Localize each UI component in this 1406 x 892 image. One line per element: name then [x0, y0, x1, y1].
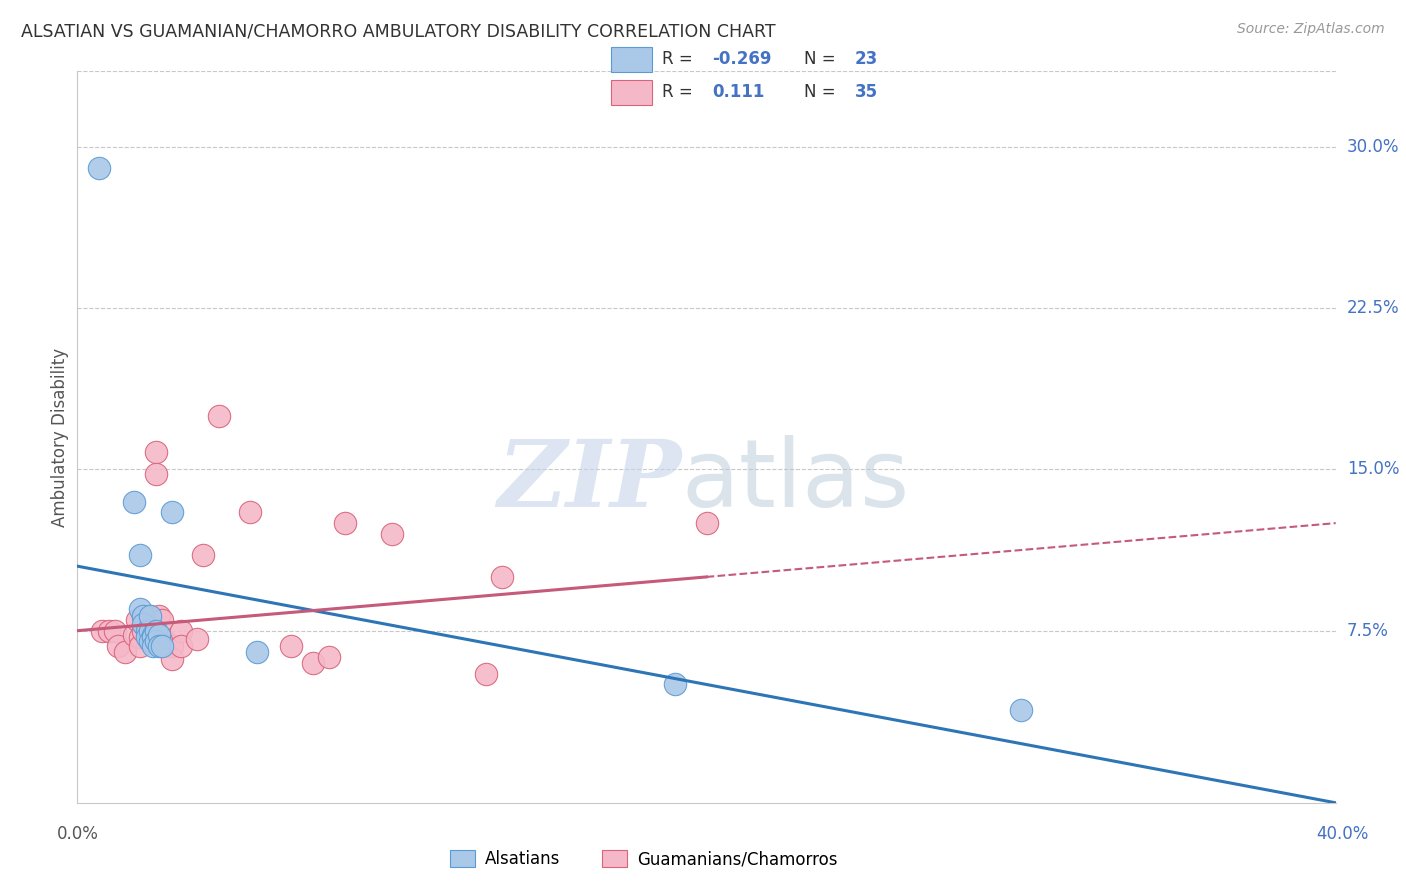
Text: R =: R = — [662, 83, 697, 101]
Text: 23: 23 — [855, 50, 877, 68]
Text: 7.5%: 7.5% — [1347, 622, 1389, 640]
Point — [132, 608, 155, 623]
Point — [318, 649, 340, 664]
Point — [664, 677, 686, 691]
Text: N =: N = — [804, 83, 841, 101]
Point — [148, 639, 170, 653]
Point — [91, 624, 114, 638]
Point — [239, 505, 262, 519]
Text: -0.269: -0.269 — [713, 50, 772, 68]
Text: 35: 35 — [855, 83, 877, 101]
Point — [132, 617, 155, 632]
Point — [142, 628, 165, 642]
Point — [135, 613, 157, 627]
Point — [280, 639, 302, 653]
Point — [104, 624, 127, 638]
Point — [129, 639, 152, 653]
Text: 0.111: 0.111 — [713, 83, 765, 101]
Point — [129, 602, 152, 616]
Point — [89, 161, 111, 176]
Point — [160, 639, 183, 653]
Point — [107, 639, 129, 653]
Point — [142, 639, 165, 653]
Point — [191, 549, 215, 563]
Point — [150, 613, 173, 627]
Point — [475, 666, 498, 681]
Point — [333, 516, 356, 530]
Point — [145, 634, 167, 648]
Point — [127, 613, 149, 627]
Point — [129, 630, 152, 644]
Point — [138, 608, 160, 623]
Point — [122, 628, 145, 642]
Point — [170, 624, 193, 638]
Text: atlas: atlas — [682, 435, 910, 527]
Point — [145, 445, 167, 459]
Point — [302, 656, 325, 670]
Point — [132, 624, 155, 638]
Point — [114, 645, 136, 659]
Point — [186, 632, 208, 647]
Point — [381, 527, 404, 541]
Bar — [612, 46, 652, 71]
Y-axis label: Ambulatory Disability: Ambulatory Disability — [51, 348, 69, 526]
Point — [135, 617, 157, 632]
Point — [696, 516, 718, 530]
Text: N =: N = — [804, 50, 841, 68]
Point — [142, 630, 165, 644]
Point — [208, 409, 231, 423]
Point — [122, 494, 145, 508]
Point — [246, 645, 269, 659]
Text: ALSATIAN VS GUAMANIAN/CHAMORRO AMBULATORY DISABILITY CORRELATION CHART: ALSATIAN VS GUAMANIAN/CHAMORRO AMBULATOR… — [21, 22, 776, 40]
Text: 15.0%: 15.0% — [1347, 460, 1399, 478]
Point — [491, 570, 513, 584]
Point — [145, 467, 167, 481]
Point — [160, 651, 183, 665]
Point — [97, 624, 120, 638]
Point — [129, 549, 152, 563]
Point — [170, 639, 193, 653]
Text: 30.0%: 30.0% — [1347, 137, 1399, 156]
Point — [135, 624, 157, 638]
Text: ZIP: ZIP — [498, 436, 682, 526]
Text: R =: R = — [662, 50, 697, 68]
Point — [160, 505, 183, 519]
Point — [145, 624, 167, 638]
Point — [138, 608, 160, 623]
Point — [155, 634, 177, 648]
Point — [1010, 703, 1032, 717]
Point — [135, 630, 157, 644]
Text: 40.0%: 40.0% — [1316, 825, 1369, 843]
Bar — [612, 80, 652, 105]
Point — [132, 608, 155, 623]
Text: 22.5%: 22.5% — [1347, 299, 1399, 317]
Legend: Alsatians, Guamanians/Chamorros: Alsatians, Guamanians/Chamorros — [443, 844, 844, 875]
Text: Source: ZipAtlas.com: Source: ZipAtlas.com — [1237, 22, 1385, 37]
Point — [148, 608, 170, 623]
Point — [138, 624, 160, 638]
Point — [148, 628, 170, 642]
Point — [138, 634, 160, 648]
Point — [150, 639, 173, 653]
Text: 0.0%: 0.0% — [56, 825, 98, 843]
